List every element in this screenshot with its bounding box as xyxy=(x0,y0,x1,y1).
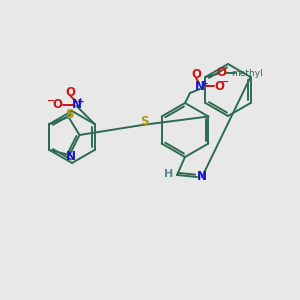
Text: O: O xyxy=(214,80,224,92)
Text: O: O xyxy=(191,68,201,80)
Text: S: S xyxy=(65,107,74,121)
Text: N: N xyxy=(197,169,207,182)
Text: O: O xyxy=(52,98,62,112)
Text: +: + xyxy=(201,79,209,88)
Text: −: − xyxy=(47,96,56,106)
Text: −: − xyxy=(221,77,229,87)
Text: H: H xyxy=(164,169,174,179)
Text: N: N xyxy=(195,80,205,94)
Text: O: O xyxy=(217,67,226,80)
Text: N: N xyxy=(65,151,76,164)
Text: S: S xyxy=(140,115,148,128)
Text: +: + xyxy=(77,97,84,106)
Text: methyl: methyl xyxy=(232,68,263,77)
Text: N: N xyxy=(71,98,82,112)
Text: O: O xyxy=(65,85,76,98)
